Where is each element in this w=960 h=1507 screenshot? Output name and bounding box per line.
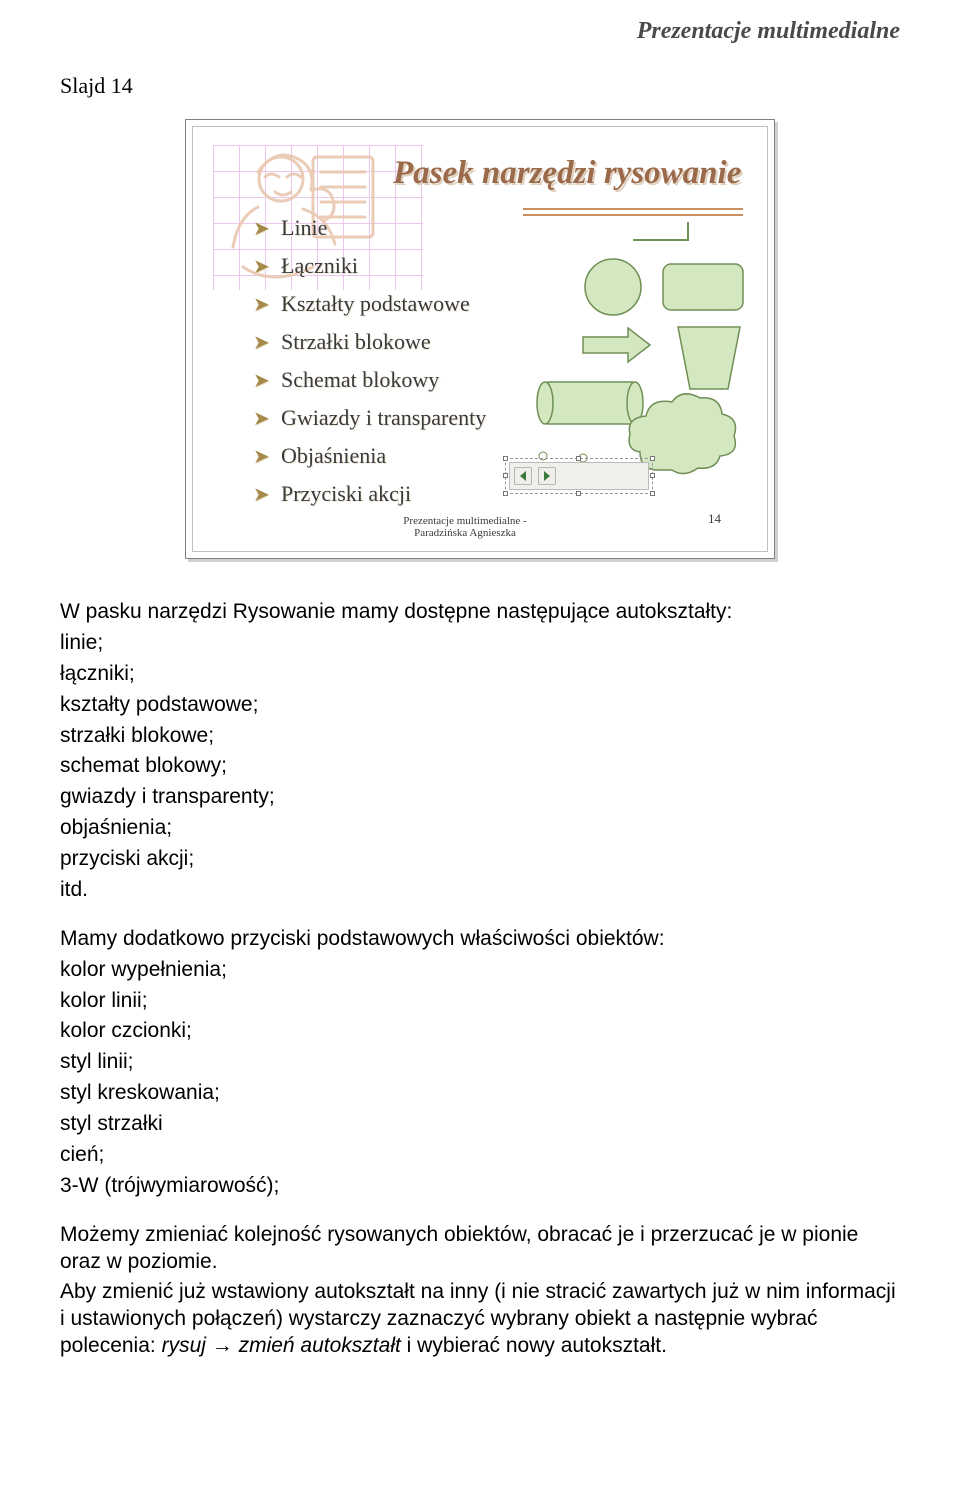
flowchart-scroll-shape (537, 382, 643, 424)
list-item: kształty podstawowe; (60, 692, 900, 719)
bullet-item: ➤Strzałki blokowe (253, 323, 553, 361)
list-item: kolor czcionki; (60, 1018, 900, 1045)
p2-intro: Mamy dodatkowo przyciski podstawowych wł… (60, 926, 900, 953)
p3b-cmd: rysuj → zmień autokształt (162, 1334, 407, 1357)
bullet-item: ➤Łączniki (253, 247, 553, 285)
bullet-text: Kształty podstawowe (281, 291, 470, 317)
slide-title: Pasek narzędzi rysowanie (393, 155, 741, 192)
action-buttons-toolbar (509, 462, 649, 490)
footer-line1: Prezentacje multimedialne - (403, 515, 526, 527)
list-item: strzałki blokowe; (60, 723, 900, 750)
circle-shape (585, 259, 641, 315)
bullet-text: Przyciski akcji (281, 481, 411, 507)
bullet-arrow-icon: ➤ (253, 330, 275, 355)
trapezoid-shape (678, 327, 740, 389)
p3b: Aby zmienić już wstawiony autokształt na… (60, 1279, 900, 1360)
bullet-arrow-icon: ➤ (253, 444, 275, 469)
bullet-text: Łączniki (281, 253, 358, 279)
list-item: linie; (60, 630, 900, 657)
list-item: gwiazdy i transparenty; (60, 784, 900, 811)
slide-number: 14 (708, 511, 721, 527)
bullet-text: Strzałki blokowe (281, 329, 431, 355)
list-item: styl linii; (60, 1049, 900, 1076)
list-item: kolor wypełnienia; (60, 957, 900, 984)
bullet-item: ➤Kształty podstawowe (253, 285, 553, 323)
connector-line-shape (633, 222, 688, 240)
list-item: itd. (60, 877, 900, 904)
bullet-text: Objaśnienia (281, 443, 386, 469)
slide-footer: Prezentacje multimedialne - Paradzińska … (193, 515, 737, 539)
list-item: schemat blokowy; (60, 753, 900, 780)
bullet-text: Gwiazdy i transparenty (281, 405, 486, 431)
p1-intro: W pasku narzędzi Rysowanie mamy dostępne… (60, 599, 900, 626)
title-underline (523, 205, 743, 219)
page-header: Prezentacje multimedialne (60, 18, 900, 45)
bullet-arrow-icon: ➤ (253, 292, 275, 317)
list-item: styl strzałki (60, 1111, 900, 1138)
p3b-post: i wybierać nowy autokształt. (407, 1334, 667, 1357)
rounded-rect-shape (663, 264, 743, 310)
bullet-arrow-icon: ➤ (253, 368, 275, 393)
bullet-arrow-icon: ➤ (253, 216, 275, 241)
slide-label: Slajd 14 (60, 73, 900, 99)
slide-thumbnail-wrap: Pasek narzędzi rysowanie ➤Linie ➤Łącznik… (60, 119, 900, 559)
list-item: styl kreskowania; (60, 1080, 900, 1107)
bullet-arrow-icon: ➤ (253, 406, 275, 431)
notes-body: W pasku narzędzi Rysowanie mamy dostępne… (60, 599, 900, 1360)
p3a: Możemy zmieniać kolejność rysowanych obi… (60, 1222, 900, 1276)
bullet-text: Schemat blokowy (281, 367, 439, 393)
action-button-next-icon (538, 467, 556, 485)
action-button-back-icon (514, 467, 532, 485)
block-arrow-shape (583, 328, 650, 362)
bullet-item: ➤Gwiazdy i transparenty (253, 399, 553, 437)
bullet-arrow-icon: ➤ (253, 254, 275, 279)
footer-line2: Paradzińska Agnieszka (403, 527, 526, 539)
slide-thumbnail: Pasek narzędzi rysowanie ➤Linie ➤Łącznik… (185, 119, 775, 559)
list-item: kolor linii; (60, 988, 900, 1015)
list-item: łączniki; (60, 661, 900, 688)
bullet-item: ➤Schemat blokowy (253, 361, 553, 399)
list-item: cień; (60, 1142, 900, 1169)
list-item: objaśnienia; (60, 815, 900, 842)
list-item: 3-W (trójwymiarowość); (60, 1173, 900, 1200)
list-item: przyciski akcji; (60, 846, 900, 873)
bullet-item: ➤Linie (253, 209, 553, 247)
bullet-arrow-icon: ➤ (253, 482, 275, 507)
bullet-text: Linie (281, 215, 327, 241)
